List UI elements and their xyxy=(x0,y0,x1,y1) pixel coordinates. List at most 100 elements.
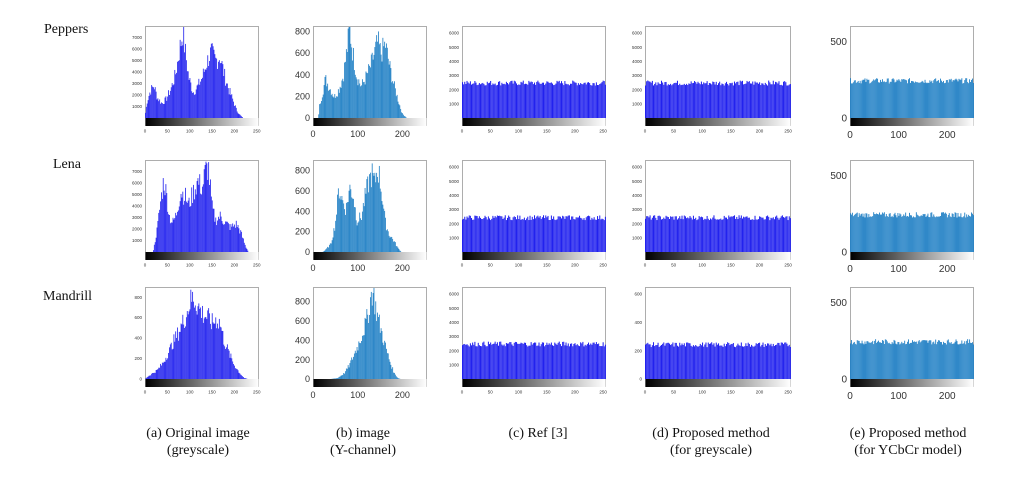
histogram-bar xyxy=(191,301,193,379)
histogram-bar xyxy=(354,350,356,379)
histogram-bar xyxy=(703,82,705,118)
histogram-bar xyxy=(221,330,223,379)
histogram-bar xyxy=(210,47,211,118)
y-tick-label: 800 xyxy=(295,27,310,37)
histogram-bar xyxy=(510,81,512,118)
histogram-bar xyxy=(765,345,767,379)
histogram-bar xyxy=(905,344,907,379)
histogram-bar xyxy=(494,341,496,379)
x-tick-label: 100 xyxy=(698,129,706,134)
histogram-bar xyxy=(869,83,871,118)
histogram-bar xyxy=(352,60,354,118)
histogram-bar xyxy=(218,216,219,252)
histogram-bar xyxy=(786,216,788,252)
histogram-bar xyxy=(934,216,936,252)
histogram-bar xyxy=(240,230,242,252)
histogram-bar xyxy=(674,342,676,379)
histogram-bar xyxy=(549,220,551,252)
histogram-bar xyxy=(780,216,782,252)
histogram-bar xyxy=(165,96,167,118)
histogram-bar xyxy=(545,83,547,118)
histogram-bar xyxy=(871,81,873,118)
histogram-bar xyxy=(776,215,778,252)
histogram-bar xyxy=(679,216,681,252)
histogram-bar xyxy=(247,250,249,252)
histogram-bar xyxy=(357,222,359,252)
histogram-bar xyxy=(901,79,903,118)
histogram-bar xyxy=(707,84,709,118)
histogram-bar xyxy=(902,79,904,118)
histogram-bar xyxy=(902,343,904,379)
histogram-bar xyxy=(543,342,545,379)
histogram-bar xyxy=(667,84,669,118)
histogram-bar xyxy=(241,231,243,252)
histogram-bar xyxy=(486,81,488,118)
histogram-bar xyxy=(954,341,956,379)
histogram-bar xyxy=(344,373,345,379)
x-tick-label: 100 xyxy=(350,390,365,400)
histogram-bar xyxy=(338,376,340,379)
histogram-bar xyxy=(713,215,715,252)
histogram-bar xyxy=(244,378,246,379)
histogram-bar xyxy=(320,103,321,118)
histogram-bar xyxy=(197,306,199,379)
histogram-bar xyxy=(194,94,196,118)
histogram-bar xyxy=(692,82,694,118)
histogram-bar xyxy=(558,341,560,379)
histogram-bar xyxy=(647,216,649,252)
histogram-bar xyxy=(573,344,575,379)
histogram-bar xyxy=(679,342,681,379)
histogram-bar xyxy=(179,331,181,379)
histogram-bar xyxy=(852,342,854,379)
histogram-bar xyxy=(559,216,561,252)
histogram-bar xyxy=(936,81,938,118)
histogram-bar xyxy=(505,342,507,379)
histogram-bar xyxy=(537,80,539,118)
histogram-bar xyxy=(892,343,894,379)
histogram-bar xyxy=(153,87,154,118)
histogram-bar xyxy=(912,341,914,379)
histogram-bar xyxy=(856,212,858,252)
histogram-bar xyxy=(147,100,149,118)
histogram-bar xyxy=(894,340,896,379)
histogram-bar xyxy=(678,85,680,118)
histogram-bar xyxy=(491,344,493,379)
histogram-bar xyxy=(555,343,557,379)
histogram-bar xyxy=(499,215,501,252)
histogram-bar xyxy=(379,332,381,379)
histogram-bars xyxy=(645,342,791,379)
histogram-bar xyxy=(507,217,509,252)
histogram-bar xyxy=(478,345,480,379)
histogram-bar xyxy=(928,217,930,252)
histogram-bar xyxy=(877,341,879,379)
histogram-bar xyxy=(490,342,492,379)
histogram-bar xyxy=(924,340,926,379)
x-tick-label: 150 xyxy=(727,263,735,268)
histogram-bar xyxy=(586,216,588,252)
histogram-bar xyxy=(534,82,536,118)
caption-d: (d) Proposed method (for greyscale) xyxy=(636,425,786,459)
histogram-bar xyxy=(202,184,204,252)
histogram-bar xyxy=(337,96,338,118)
histogram-bars xyxy=(645,80,791,118)
histogram-bar xyxy=(929,217,931,252)
histogram-bar xyxy=(949,343,951,379)
histogram-bar xyxy=(198,184,200,252)
histogram-bar xyxy=(178,206,180,252)
histogram-bar xyxy=(712,81,714,118)
histogram-bar xyxy=(387,58,389,118)
histogram-bar xyxy=(744,346,746,379)
y-tick-label: 0 xyxy=(841,114,847,125)
histogram-bar xyxy=(932,342,934,379)
histogram-bar xyxy=(338,198,340,252)
x-tick-label: 200 xyxy=(756,263,764,268)
histogram-bar xyxy=(476,85,478,118)
histogram-bar xyxy=(860,214,862,252)
histogram-bar xyxy=(474,215,476,252)
histogram-bar xyxy=(510,219,512,252)
histogram-bar xyxy=(216,225,218,252)
histogram-bar xyxy=(963,216,965,252)
histogram-bar xyxy=(208,162,210,252)
histogram-bar xyxy=(771,346,773,379)
histogram-bar xyxy=(538,342,540,379)
